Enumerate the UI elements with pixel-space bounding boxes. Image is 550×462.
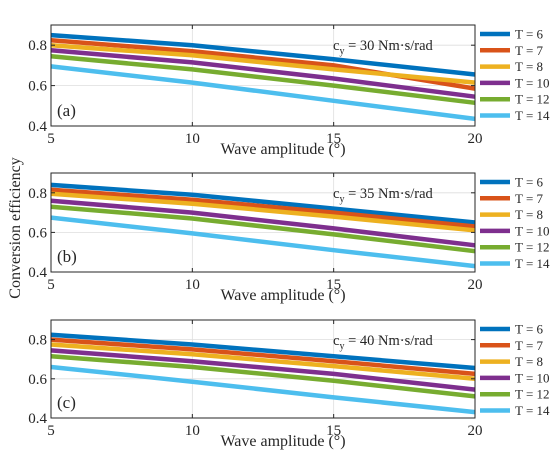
x-axis-title: Wave amplitude (°) (220, 287, 345, 304)
annotation-subscript: y (339, 341, 344, 352)
annotation-value: = 30 Nm·s/rad (344, 38, 433, 54)
x-tick-label: 10 (185, 277, 200, 293)
axes-box (50, 319, 476, 419)
y-tick-label: 0.8 (28, 38, 47, 54)
legend-label: T = 10 (515, 75, 550, 90)
legend-label: T = 6 (515, 27, 544, 42)
axes-box (50, 24, 476, 127)
series-line (50, 54, 476, 106)
x-axis-title: Wave amplitude (°) (220, 141, 345, 158)
series-line (50, 42, 476, 85)
legend-label: T = 7 (515, 191, 544, 206)
series-line (50, 182, 476, 225)
series-line (50, 354, 476, 399)
series-line (50, 198, 476, 248)
y-tick-label: 0.6 (28, 79, 47, 95)
parameter-annotation: cy = 35 Nm·s/rad (333, 186, 434, 205)
panel-label: (b) (57, 247, 77, 266)
legend-label: T = 10 (515, 370, 550, 385)
series-line (50, 191, 476, 233)
legend-label: T = 14 (515, 108, 550, 123)
annotation-subscript: y (339, 194, 344, 205)
annotation-value: = 35 Nm·s/rad (344, 186, 433, 202)
legend-label: T = 12 (515, 240, 550, 255)
panel-label: (c) (57, 393, 76, 412)
annotation-symbol: c (333, 333, 339, 349)
x-tick-label: 10 (185, 131, 200, 147)
panel-label: (a) (57, 101, 76, 120)
legend-label: T = 14 (515, 256, 550, 271)
legend-label: T = 8 (515, 59, 543, 74)
series-line (50, 332, 476, 371)
legend-label: T = 12 (515, 92, 550, 107)
y-tick-label: 0.8 (28, 186, 47, 202)
series-line (50, 364, 476, 415)
legend-label: T = 6 (515, 175, 544, 190)
annotation-value: = 40 Nm·s/rad (344, 333, 433, 349)
series-line (50, 64, 476, 122)
legend-label: T = 12 (515, 387, 550, 402)
x-tick-label: 5 (47, 423, 55, 439)
legend-label: T = 10 (515, 223, 550, 238)
axes-box (50, 172, 476, 273)
x-tick-label: 10 (185, 423, 200, 439)
x-tick-label: 15 (326, 423, 341, 439)
legend-label: T = 14 (515, 403, 550, 418)
annotation-subscript: y (339, 46, 344, 57)
y-tick-label: 0.6 (28, 225, 47, 241)
x-tick-label: 20 (468, 131, 483, 147)
series-line (50, 348, 476, 392)
series-line (50, 342, 476, 382)
x-axis-title: Wave amplitude (°) (220, 433, 345, 450)
x-tick-label: 5 (47, 277, 55, 293)
x-tick-label: 15 (326, 131, 341, 147)
x-tick-label: 20 (468, 277, 483, 293)
legend-label: T = 7 (515, 338, 544, 353)
annotation-symbol: c (333, 38, 339, 54)
series-line (50, 187, 476, 229)
legend-label: T = 8 (515, 354, 543, 369)
legend-label: T = 6 (515, 322, 544, 337)
series-line (50, 215, 476, 269)
y-tick-label: 0.6 (28, 372, 47, 388)
parameter-annotation: cy = 40 Nm·s/rad (333, 333, 434, 352)
series-line (50, 32, 476, 77)
x-tick-label: 15 (326, 277, 341, 293)
y-tick-label: 0.4 (28, 265, 47, 281)
y-axis-title: Conversion efficiency (7, 157, 24, 298)
y-tick-label: 0.4 (28, 119, 47, 135)
y-tick-label: 0.4 (28, 411, 47, 427)
x-tick-label: 5 (47, 131, 55, 147)
legend-label: T = 8 (515, 207, 543, 222)
series-line (50, 48, 476, 99)
x-tick-label: 20 (468, 423, 483, 439)
series-line (50, 204, 476, 254)
series-line (50, 337, 476, 377)
parameter-annotation: cy = 30 Nm·s/rad (333, 38, 434, 57)
y-tick-label: 0.8 (28, 333, 47, 349)
legend-label: T = 7 (515, 43, 544, 58)
annotation-symbol: c (333, 186, 339, 202)
